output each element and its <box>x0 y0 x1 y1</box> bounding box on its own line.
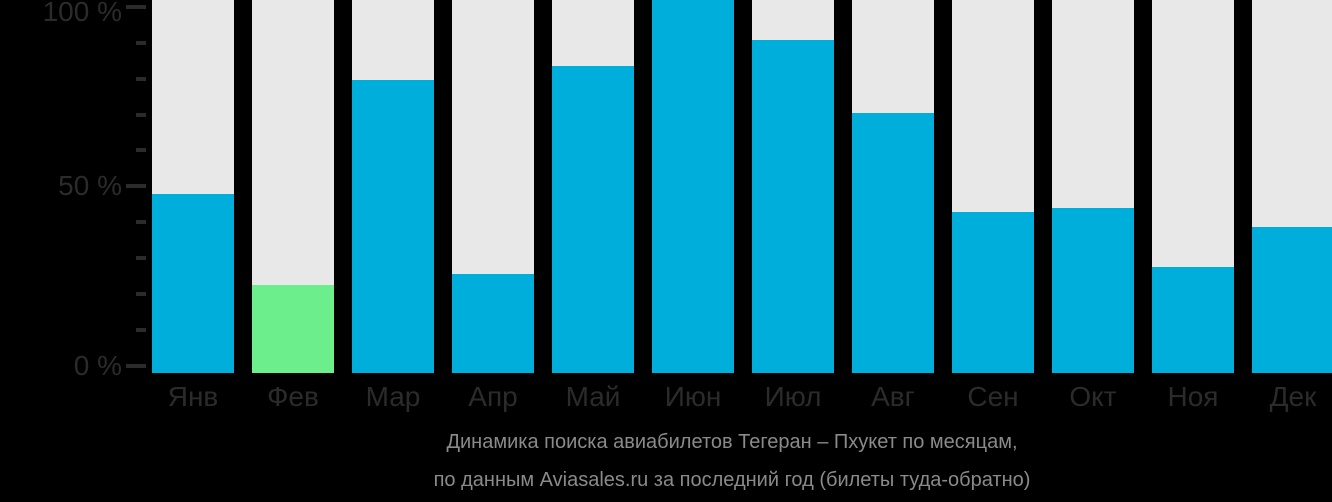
bar-dec <box>1252 227 1332 373</box>
y-axis-minor-tick <box>136 292 146 296</box>
month-column-apr <box>452 0 534 373</box>
bar-jun <box>652 0 734 373</box>
bar-nov <box>1152 267 1234 373</box>
x-axis-label-jul: Июл <box>764 381 822 412</box>
y-axis-minor-tick <box>136 256 146 260</box>
x-axis-label-mar: Мар <box>365 381 421 412</box>
chart-caption: Динамика поиска авиабилетов Тегеран – Пх… <box>132 429 1332 493</box>
y-axis-label-50pct: 50 % <box>58 170 122 201</box>
x-axis-label-apr: Апр <box>468 381 518 412</box>
y-axis-minor-tick <box>136 113 146 117</box>
chart-subtitle: по данным Aviasales.ru за последний год … <box>433 469 1031 491</box>
y-axis-minor-tick <box>136 328 146 332</box>
month-column-oct <box>1052 0 1134 373</box>
month-column-jan <box>152 0 234 373</box>
x-axis-label-may: Май <box>565 381 621 412</box>
bar-sep <box>952 212 1034 373</box>
y-axis-label-100pct: 100 % <box>42 0 122 27</box>
x-axis-label-dec: Дек <box>1269 381 1317 412</box>
bar-may <box>552 66 634 373</box>
month-column-mar <box>352 0 434 373</box>
x-axis-label-jun: Июн <box>664 381 722 412</box>
month-column-may <box>552 0 634 373</box>
bar-aug <box>852 113 934 373</box>
x-axis-label-feb: Фев <box>267 381 319 412</box>
month-column-jul <box>752 0 834 373</box>
bar-oct <box>1052 208 1134 373</box>
y-axis-major-tick <box>126 184 146 188</box>
month-column-jun <box>652 0 734 373</box>
month-column-sep <box>952 0 1034 373</box>
bar-jan <box>152 194 234 373</box>
y-axis-label-0pct: 0 % <box>73 350 122 381</box>
x-axis-label-sep: Сен <box>967 381 1019 412</box>
x-axis-label-aug: Авг <box>871 381 915 412</box>
month-column-aug <box>852 0 934 373</box>
chart-title: Динамика поиска авиабилетов Тегеран – Пх… <box>446 431 1018 453</box>
plot-area <box>152 0 1332 373</box>
y-axis-minor-tick <box>136 148 146 152</box>
bar-jul <box>752 40 834 373</box>
x-axis-label-jan: Янв <box>167 381 219 412</box>
x-axis-label-nov: Ноя <box>1167 381 1219 412</box>
y-axis-minor-tick <box>136 220 146 224</box>
bar-mar <box>352 80 434 373</box>
y-axis-minor-tick <box>136 77 146 81</box>
y-axis-major-tick <box>126 5 146 9</box>
y-axis-major-tick <box>126 364 146 368</box>
bar-feb <box>252 285 334 373</box>
month-column-dec <box>1252 0 1332 373</box>
x-axis-label-oct: Окт <box>1069 381 1117 412</box>
y-axis-minor-tick <box>136 41 146 45</box>
month-column-nov <box>1152 0 1234 373</box>
month-column-feb <box>252 0 334 373</box>
bar-apr <box>452 274 534 373</box>
